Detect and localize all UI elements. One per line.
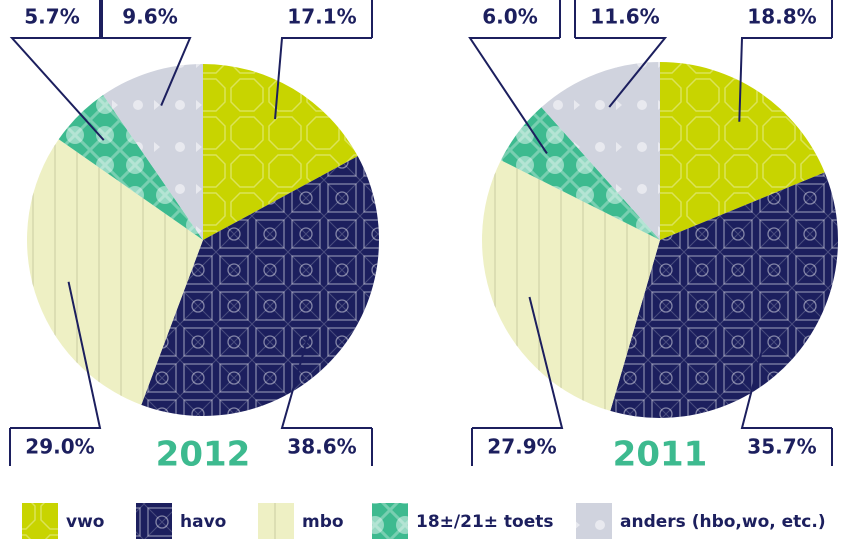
legend-label: vwo xyxy=(66,512,104,532)
value-label: 17.1% xyxy=(287,5,356,29)
legend-label: havo xyxy=(180,512,226,532)
value-label: 27.9% xyxy=(487,435,556,459)
leader-line xyxy=(274,37,372,120)
leader-line xyxy=(740,334,832,429)
value-label: 18.8% xyxy=(747,5,816,29)
leader-line xyxy=(468,37,560,154)
leader-line xyxy=(280,332,372,429)
value-label: 35.7% xyxy=(747,435,816,459)
slice-pattern xyxy=(500,107,660,240)
slice-pattern xyxy=(203,64,358,240)
legend-swatch-pattern xyxy=(136,503,172,539)
chart-title: 2011 xyxy=(613,435,708,475)
leader-line xyxy=(738,37,832,122)
chart-title: 2012 xyxy=(156,435,251,475)
leader-line xyxy=(9,37,105,141)
slice-pattern xyxy=(141,156,379,417)
leader-line xyxy=(472,296,564,429)
legend-swatch-pattern xyxy=(258,503,294,539)
value-label: 11.6% xyxy=(590,5,659,29)
legend-label: 18±/21± toets xyxy=(416,512,554,532)
slice-pattern xyxy=(541,62,660,240)
value-label: 5.7% xyxy=(24,5,79,29)
legend-label: anders (hbo,wo, etc.) xyxy=(620,512,826,532)
slice-pattern xyxy=(482,160,660,411)
slice-pattern xyxy=(103,64,203,240)
value-label: 38.6% xyxy=(287,435,356,459)
leader-line xyxy=(575,37,668,108)
slice-pattern xyxy=(26,139,203,405)
legend-swatch-pattern xyxy=(372,503,408,539)
value-label: 29.0% xyxy=(25,435,94,459)
value-label: 6.0% xyxy=(482,5,537,29)
legend-swatch-pattern xyxy=(22,503,58,539)
leader-line xyxy=(100,37,192,106)
legend-swatch-pattern xyxy=(576,503,612,539)
slice-pattern xyxy=(610,172,838,419)
legend-label: mbo xyxy=(302,512,344,532)
leader-line xyxy=(10,281,102,429)
slice-pattern xyxy=(660,62,825,240)
value-label: 9.6% xyxy=(122,5,177,29)
